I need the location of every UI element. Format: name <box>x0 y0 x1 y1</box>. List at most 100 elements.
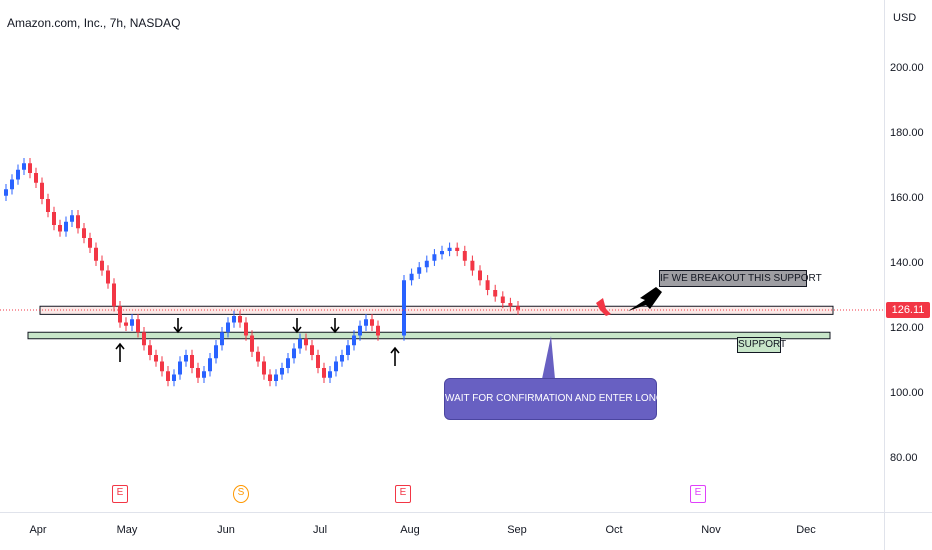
candle <box>166 371 170 381</box>
price-axis[interactable] <box>884 0 932 550</box>
candle <box>64 221 68 232</box>
candle <box>160 361 164 372</box>
candle <box>304 338 308 346</box>
candle <box>148 345 152 355</box>
candle <box>370 319 374 326</box>
candle <box>424 260 429 268</box>
price-tick: 140.00 <box>890 257 924 269</box>
candle <box>82 228 86 238</box>
candle <box>178 361 182 375</box>
candle <box>136 319 140 333</box>
candle <box>256 351 260 362</box>
candle <box>184 355 188 362</box>
time-tick: May <box>116 524 138 536</box>
candle <box>440 251 444 255</box>
candle <box>316 355 320 368</box>
arrow-head <box>390 346 400 354</box>
candle <box>328 371 332 378</box>
candle <box>70 215 74 222</box>
price-tick: 160.00 <box>890 192 924 204</box>
time-tick: Jun <box>217 524 235 536</box>
red-pointer <box>596 298 611 316</box>
candle <box>364 319 368 326</box>
candle <box>417 267 422 274</box>
price-tick: 100.00 <box>890 387 924 399</box>
candle <box>202 371 206 378</box>
candle <box>100 260 104 271</box>
candle <box>462 251 467 261</box>
time-tick: Oct <box>605 524 623 536</box>
candle <box>402 280 406 336</box>
time-tick: Apr <box>29 524 47 536</box>
time-tick: Aug <box>400 524 420 536</box>
candle <box>58 225 62 232</box>
arrow-head <box>330 326 340 334</box>
earnings-event-icon[interactable]: E <box>395 485 411 503</box>
support-zone[interactable] <box>27 331 831 340</box>
candle <box>238 316 242 323</box>
candle <box>352 335 356 346</box>
candle <box>485 280 490 290</box>
candles-layer <box>4 158 520 387</box>
candle <box>432 254 437 261</box>
candle <box>232 316 236 323</box>
time-tick: Sep <box>507 524 527 536</box>
candle <box>10 179 14 190</box>
candle <box>500 296 505 303</box>
breakout-callout[interactable]: IF WE BREAKOUT THIS SUPPORT <box>659 270 822 287</box>
candle <box>112 283 116 307</box>
price-tick: 120.00 <box>890 322 924 334</box>
arrow-head <box>115 342 125 350</box>
candle <box>322 368 326 378</box>
candle <box>250 335 254 352</box>
split-event-icon[interactable]: S <box>233 485 249 503</box>
last-price-badge: 126.11 <box>886 302 930 318</box>
candle <box>28 163 32 173</box>
candle <box>88 238 92 248</box>
candle <box>124 322 128 326</box>
earnings-event-icon[interactable]: E <box>112 485 128 503</box>
candle <box>358 325 362 336</box>
time-tick: Nov <box>701 524 721 536</box>
candle <box>280 368 284 375</box>
candle <box>334 361 338 372</box>
candle <box>16 169 20 180</box>
candle <box>409 273 414 281</box>
arrow-head <box>173 326 183 334</box>
candle <box>376 325 380 336</box>
candle <box>516 306 520 310</box>
candle <box>94 247 98 261</box>
candle <box>292 348 296 359</box>
support-callout[interactable]: SUPPORT <box>737 337 786 353</box>
time-tick: Dec <box>796 524 816 536</box>
candle <box>46 199 50 212</box>
price-tick: 180.00 <box>890 127 924 139</box>
candle <box>34 173 38 183</box>
candle <box>340 355 344 362</box>
candle <box>493 290 498 297</box>
candle <box>244 322 248 336</box>
candle <box>298 338 302 349</box>
candle <box>22 163 26 170</box>
candle <box>262 361 266 375</box>
price-tick: 80.00 <box>890 452 918 464</box>
candle <box>196 368 200 378</box>
earnings-event-icon[interactable]: E <box>690 485 706 503</box>
candle <box>346 345 350 355</box>
price-tick: 200.00 <box>890 62 924 74</box>
candle <box>455 247 460 251</box>
candle <box>130 319 134 326</box>
candle <box>226 322 230 333</box>
candle <box>268 374 272 381</box>
arrows-layer <box>115 318 400 366</box>
candle <box>274 374 278 381</box>
candle <box>208 358 212 372</box>
candle <box>40 182 44 199</box>
candle <box>214 345 218 359</box>
wait-callout-tail <box>542 336 555 379</box>
chart-title: Amazon.com, Inc., 7h, NASDAQ <box>7 16 181 30</box>
wait-callout[interactable]: WAIT FOR CONFIRMATION AND ENTER LONG <box>444 378 664 420</box>
candle <box>4 189 8 196</box>
time-tick: Jul <box>312 524 328 536</box>
